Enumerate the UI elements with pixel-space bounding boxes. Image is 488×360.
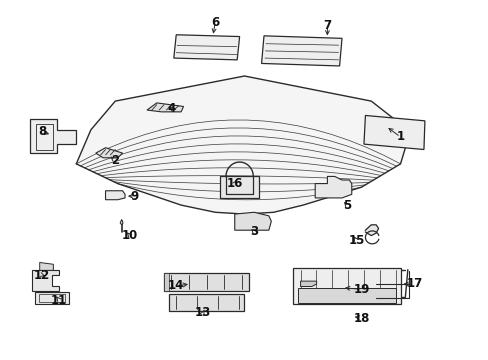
- Polygon shape: [147, 103, 183, 112]
- Polygon shape: [96, 148, 122, 158]
- Polygon shape: [35, 292, 69, 304]
- Polygon shape: [293, 268, 400, 304]
- Text: 14: 14: [168, 279, 184, 292]
- Polygon shape: [173, 35, 239, 60]
- Text: 8: 8: [38, 125, 46, 138]
- Polygon shape: [261, 36, 341, 66]
- Text: 3: 3: [250, 225, 258, 238]
- Text: 17: 17: [406, 278, 423, 291]
- Text: 10: 10: [122, 229, 138, 242]
- Text: 18: 18: [353, 311, 369, 325]
- Polygon shape: [168, 294, 244, 311]
- Text: 11: 11: [51, 294, 67, 307]
- Polygon shape: [315, 176, 351, 198]
- Polygon shape: [76, 76, 409, 214]
- Text: 15: 15: [348, 234, 364, 247]
- Text: 4: 4: [167, 102, 175, 115]
- Polygon shape: [300, 281, 316, 287]
- Text: 1: 1: [396, 130, 404, 144]
- Text: 6: 6: [211, 16, 219, 29]
- Polygon shape: [120, 220, 123, 225]
- Text: 5: 5: [342, 199, 350, 212]
- Polygon shape: [298, 288, 395, 303]
- Polygon shape: [220, 176, 259, 198]
- Polygon shape: [365, 225, 378, 235]
- Polygon shape: [30, 119, 76, 153]
- Polygon shape: [105, 191, 125, 200]
- Polygon shape: [40, 262, 53, 270]
- Text: 9: 9: [130, 190, 139, 203]
- Text: 19: 19: [353, 283, 369, 296]
- Polygon shape: [163, 273, 249, 291]
- Text: 12: 12: [34, 269, 50, 282]
- Polygon shape: [234, 212, 271, 230]
- Text: 13: 13: [195, 306, 211, 319]
- Polygon shape: [32, 270, 59, 291]
- Text: 16: 16: [226, 177, 243, 190]
- Polygon shape: [163, 273, 168, 291]
- Text: 2: 2: [111, 154, 119, 167]
- Polygon shape: [363, 116, 424, 149]
- Text: 7: 7: [323, 19, 331, 32]
